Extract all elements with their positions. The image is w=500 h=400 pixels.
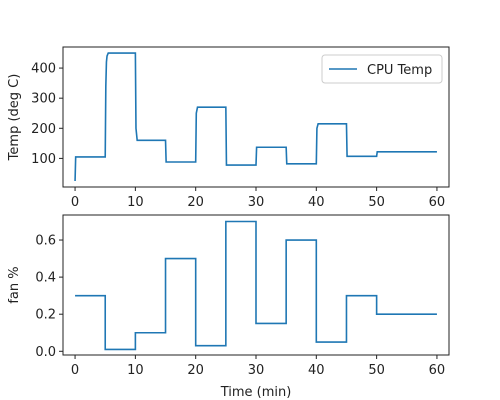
fan-y-tick-label: 0.6 — [35, 234, 56, 249]
temp-x-tick-label: 0 — [71, 195, 79, 210]
fan-y-tick-label: 0.4 — [35, 271, 56, 286]
fan-x-axis-label: Time (min) — [220, 385, 292, 400]
series-line-cpu-temp — [74, 52, 437, 182]
legend: CPU Temp — [321, 54, 443, 84]
fan-y-tick-label: 0.0 — [35, 345, 56, 360]
temp-x-tick-label: 60 — [429, 195, 446, 210]
fan-x-tick-label: 40 — [308, 363, 325, 378]
temp-y-tick-label: 300 — [31, 92, 56, 107]
fan-x-tick-label: 10 — [127, 363, 144, 378]
fan-x-ticks: 0 10 20 30 40 50 60 — [71, 355, 445, 378]
temp-x-ticks: 0 10 20 30 40 50 60 — [71, 187, 445, 210]
temp-x-tick-label: 10 — [127, 195, 144, 210]
temp-x-tick-label: 30 — [248, 195, 265, 210]
temp-y-tick-label: 100 — [31, 152, 56, 167]
fan-y-axis-label: fan % — [7, 266, 22, 303]
series-line-fan — [75, 220, 437, 351]
fan-x-tick-label: 0 — [71, 363, 79, 378]
temp-y-tick-label: 200 — [31, 122, 56, 137]
temp-x-tick-label: 40 — [308, 195, 325, 210]
temp-x-tick-label: 50 — [368, 195, 385, 210]
temp-y-tick-label: 400 — [31, 62, 56, 77]
fan-x-tick-label: 50 — [368, 363, 385, 378]
fan-axes: 0 10 20 30 40 50 60 0.0 0.2 0.4 0.6 fan % Time (m… — [7, 214, 450, 400]
legend-label-cpu-temp: CPU Temp — [367, 63, 432, 78]
temp-y-axis-label: Temp (deg C) — [7, 74, 22, 162]
fan-x-tick-label: 30 — [248, 363, 265, 378]
temp-y-ticks: 100 200 300 400 — [31, 62, 63, 167]
fan-x-tick-label: 20 — [187, 363, 204, 378]
fan-y-tick-label: 0.2 — [35, 308, 56, 323]
fan-x-tick-label: 60 — [429, 363, 446, 378]
temp-x-tick-label: 20 — [187, 195, 204, 210]
legend-box — [321, 54, 443, 84]
fan-y-ticks: 0.0 0.2 0.4 0.6 — [35, 234, 63, 360]
